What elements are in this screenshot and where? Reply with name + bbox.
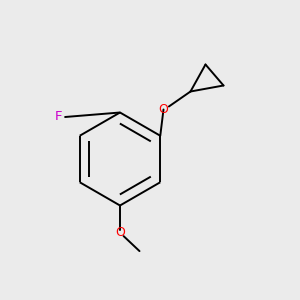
Text: O: O	[159, 103, 168, 116]
Text: O: O	[115, 226, 125, 239]
Text: F: F	[55, 110, 62, 124]
